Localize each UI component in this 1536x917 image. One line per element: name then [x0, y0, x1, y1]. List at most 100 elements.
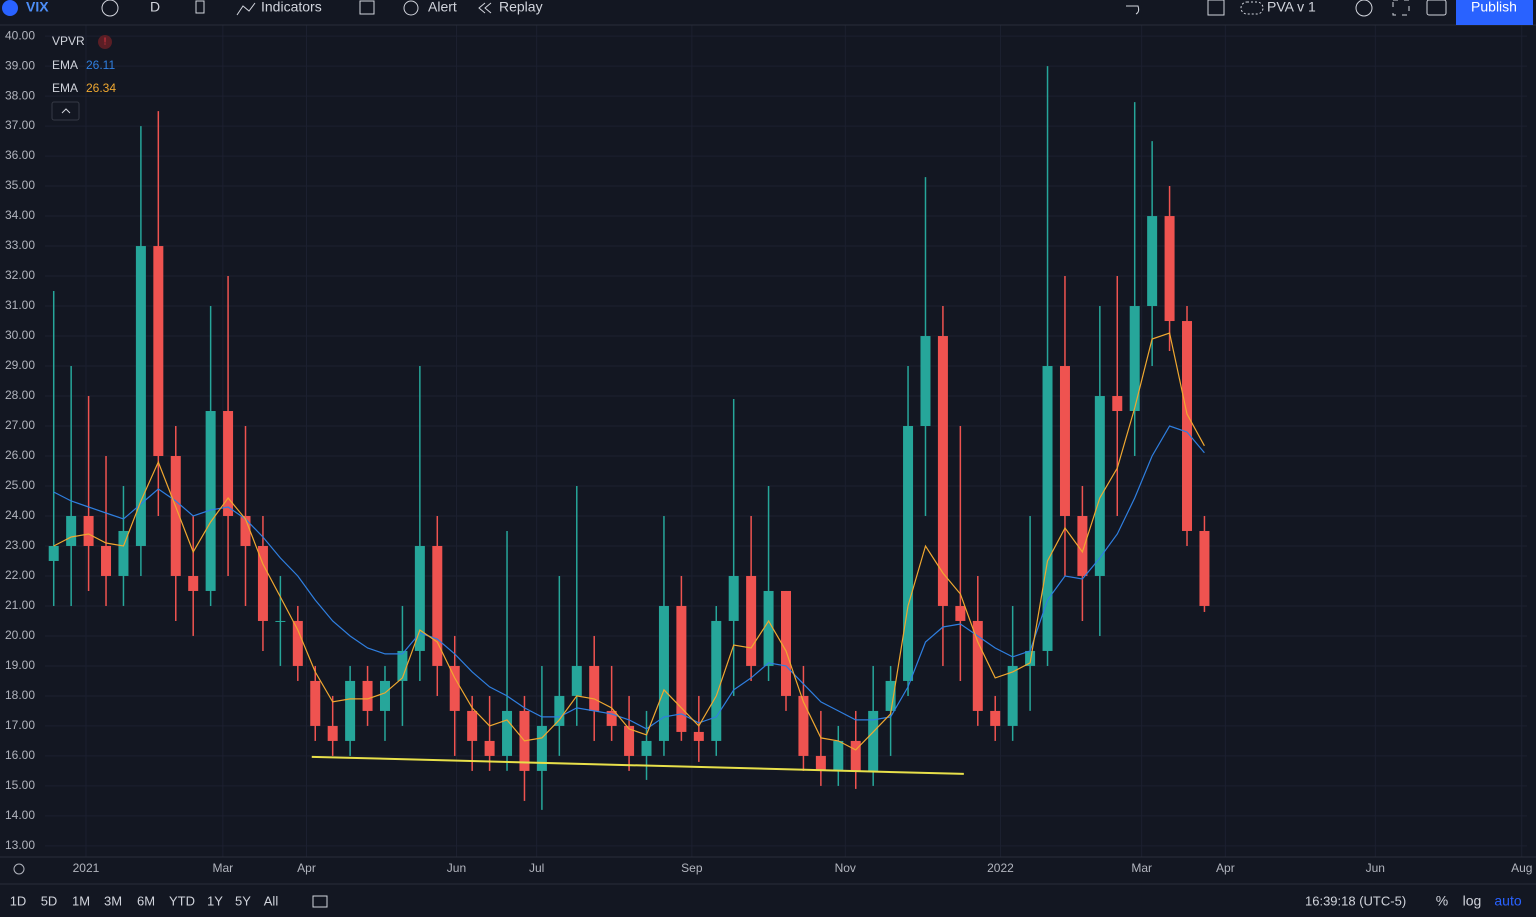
candle-body: [903, 426, 914, 681]
ema-line: [53, 332, 1205, 751]
y-tick-label: 40.00: [5, 28, 35, 42]
candle-body: [606, 710, 617, 726]
range-button[interactable]: 5Y: [235, 893, 251, 908]
undo-icon[interactable]: [1126, 5, 1140, 15]
alert-button[interactable]: Alert: [428, 0, 457, 15]
plot: 40.00 39.00 38.00 37.00 36.00 35.00 34.00 33.00…: [5, 25, 1527, 857]
candle-body: [868, 710, 879, 771]
publish-label[interactable]: Publish: [1471, 0, 1517, 15]
layout-icon[interactable]: [1207, 0, 1225, 16]
candle-body: [781, 590, 791, 696]
x-tick-label: Jul: [529, 861, 544, 875]
toolbar: [0, 0, 1536, 25]
candle-body: [624, 725, 635, 756]
candle-body: [414, 545, 425, 651]
candle-body: [1025, 650, 1036, 666]
fullscreen-icon[interactable]: [1392, 0, 1410, 16]
y-tick-label: 39.00: [5, 58, 35, 72]
y-tick-label: 28.00: [5, 388, 35, 402]
candle-body: [170, 455, 181, 576]
flag-icon: [2, 0, 18, 16]
snapshot-icon[interactable]: [1426, 0, 1447, 16]
range-button[interactable]: All: [264, 893, 279, 908]
x-tick-label: Sep: [681, 861, 703, 875]
y-tick-label: 18.00: [5, 688, 35, 702]
candle-body: [275, 620, 286, 622]
y-tick-label: 29.00: [5, 358, 35, 372]
collapse-button[interactable]: [51, 101, 80, 121]
publish-button[interactable]: [1456, 0, 1533, 25]
candle-body: [1077, 515, 1088, 576]
y-tick-label: 34.00: [5, 208, 35, 222]
range-button[interactable]: YTD: [169, 893, 195, 908]
candle-body: [502, 710, 513, 756]
y-tick-label: 32.00: [5, 268, 35, 282]
candle-body: [589, 665, 600, 711]
settings-icon[interactable]: [1355, 0, 1373, 17]
y-tick-label: 27.00: [5, 418, 35, 432]
y-tick-label: 15.00: [5, 778, 35, 792]
range-button[interactable]: 1Y: [207, 893, 223, 908]
legend-ema[interactable]: EMA: [52, 58, 78, 72]
y-tick-label: 19.00: [5, 658, 35, 672]
layout-name[interactable]: PVA v 1: [1267, 0, 1316, 15]
candle-body: [798, 695, 809, 756]
y-tick-label: 25.00: [5, 478, 35, 492]
interval[interactable]: D: [150, 0, 160, 15]
candle-body: [467, 710, 478, 741]
candle-body: [1182, 321, 1193, 531]
legend-ema[interactable]: EMA: [52, 81, 78, 95]
x-tick-label: Nov: [835, 861, 856, 875]
x-tick-label: Jun: [447, 861, 466, 875]
candle-body: [1094, 396, 1105, 576]
candle-body: [345, 680, 356, 741]
range-button[interactable]: 1M: [72, 893, 90, 908]
range-button[interactable]: 3M: [104, 893, 122, 908]
candle-body: [362, 680, 373, 711]
y-tick-label: 21.00: [5, 598, 35, 612]
indicators-button[interactable]: Indicators: [261, 0, 322, 15]
add-icon[interactable]: [101, 0, 119, 17]
candle-body: [240, 515, 251, 546]
candle-body: [571, 665, 582, 696]
collapse-icon: [61, 108, 71, 114]
range-button[interactable]: 1D: [10, 893, 27, 908]
candle-icon[interactable]: [195, 0, 205, 14]
y-tick-label: 26.00: [5, 448, 35, 462]
candle-body: [536, 725, 547, 771]
candle-body: [432, 545, 443, 666]
error-mark: !: [104, 37, 107, 48]
auto-toggle[interactable]: auto: [1494, 893, 1521, 909]
y-tick-label: 24.00: [5, 508, 35, 522]
candle-body: [205, 411, 216, 591]
candle-body: [920, 336, 931, 427]
candle-body: [1042, 366, 1053, 651]
candle-body: [379, 680, 390, 711]
candle-body: [292, 620, 303, 666]
y-tick-label: 35.00: [5, 178, 35, 192]
candle-body: [972, 620, 983, 711]
x-tick-label: Apr: [1216, 861, 1235, 875]
candle-body: [1059, 366, 1070, 516]
range-button[interactable]: 5D: [41, 893, 58, 908]
y-tick-label: 20.00: [5, 628, 35, 642]
candle-body: [1199, 530, 1210, 606]
log-toggle[interactable]: log: [1463, 893, 1482, 909]
indicators-icon: [236, 2, 256, 16]
replay-button[interactable]: Replay: [499, 0, 543, 15]
axis-settings-icon[interactable]: [13, 863, 25, 875]
percent-toggle[interactable]: %: [1436, 893, 1448, 909]
templates-icon[interactable]: [359, 0, 375, 15]
candle-body: [554, 695, 565, 726]
goto-date-icon[interactable]: [312, 895, 328, 908]
y-tick-label: 23.00: [5, 538, 35, 552]
y-tick-label: 31.00: [5, 298, 35, 312]
candle-body: [693, 731, 704, 741]
cloud-icon: [1240, 1, 1264, 15]
symbol[interactable]: VIX: [26, 0, 49, 15]
range-button[interactable]: 6M: [137, 893, 155, 908]
legend-vpvr[interactable]: VPVR: [52, 34, 85, 48]
x-tick-label: Apr: [297, 861, 316, 875]
x-tick-label: Aug: [1511, 861, 1532, 875]
